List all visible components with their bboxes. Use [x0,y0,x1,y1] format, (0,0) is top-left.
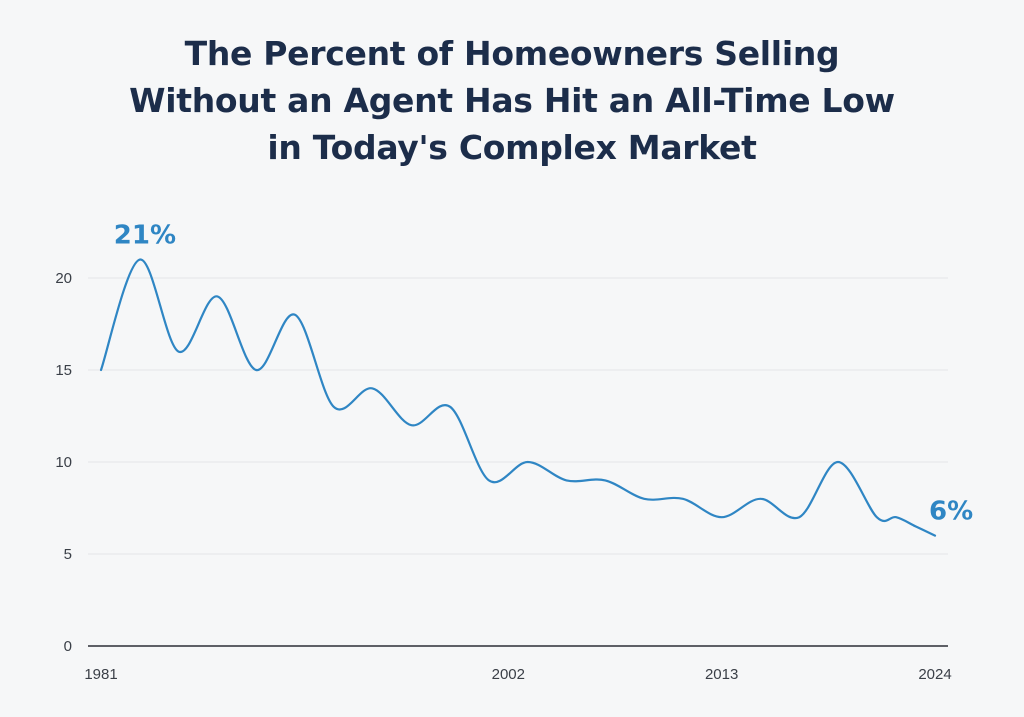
x-tick-label: 2013 [705,666,738,683]
y-tick-label: 20 [55,270,72,287]
latest-value-label: 6% [929,497,973,527]
series-line [99,258,937,537]
x-tick-label: 2024 [918,666,951,683]
x-tick-label: 1981 [84,666,117,683]
y-tick-label: 10 [55,454,72,471]
chart-title-line-3: in Today's Complex Market [267,128,757,167]
y-tick-label: 15 [55,362,72,379]
chart-title-line-2: Without an Agent Has Hit an All-Time Low [129,81,895,120]
y-tick-label: 0 [64,638,72,655]
peak-value-label: 21% [114,221,176,251]
y-tick-label: 5 [64,546,72,563]
chart-title: The Percent of Homeowners Selling Withou… [0,30,1024,171]
chart-title-line-1: The Percent of Homeowners Selling [184,34,840,73]
x-tick-label: 2002 [492,666,525,683]
